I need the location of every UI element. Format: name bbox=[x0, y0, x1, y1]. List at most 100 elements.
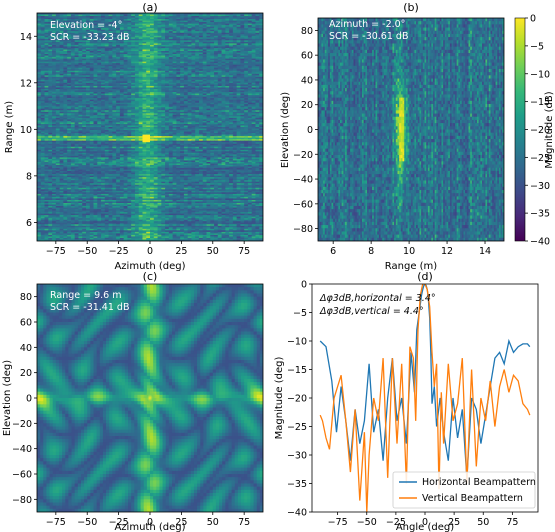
x-tick-label: 0 bbox=[422, 517, 428, 528]
panel-b-ticks: 6 8 10 12 14 −80 −60 −40 −20 0 20 40 60 80 bbox=[293, 26, 491, 257]
y-tick-label: 60 bbox=[301, 51, 313, 62]
panel-d-xlabel: Angle (deg) bbox=[396, 522, 454, 532]
y-tick-label: −30 bbox=[287, 451, 307, 462]
x-tick-label: −50 bbox=[357, 517, 377, 528]
x-tick-label: 0 bbox=[147, 246, 153, 257]
colorbar-tick-label: −25 bbox=[530, 153, 550, 164]
y-tick-label: −5 bbox=[293, 308, 307, 319]
panel-c-ylabel: Elevation (deg) bbox=[2, 360, 13, 436]
panel-a: (a) −75 −50 −25 0 25 50 75 6 8 10 12 14 Azimuth (de… bbox=[4, 1, 264, 272]
colorbar-tick-label: −15 bbox=[530, 97, 550, 108]
colorbar-tick-label: −5 bbox=[530, 41, 544, 52]
y-tick-label: 40 bbox=[20, 343, 32, 354]
panel-d-title: (d) bbox=[417, 270, 433, 283]
panel-a-ticks: −75 −50 −25 0 25 50 75 6 8 10 12 14 bbox=[20, 32, 250, 257]
x-tick-label: 12 bbox=[441, 246, 453, 257]
colorbar-tick-label: −35 bbox=[530, 209, 550, 220]
panel-b-ylabel: Elevation (deg) bbox=[280, 92, 291, 168]
x-tick-label: 14 bbox=[479, 246, 491, 257]
y-tick-label: 14 bbox=[20, 32, 32, 43]
panel-a-annotation-1: Elevation = -4° bbox=[50, 20, 122, 31]
y-tick-label: −35 bbox=[287, 479, 307, 490]
y-tick-label: 80 bbox=[301, 26, 313, 37]
panel-b-annotation-1: Azimuth = -2.0° bbox=[329, 19, 405, 30]
x-tick-label: −75 bbox=[328, 517, 348, 528]
panel-d: (d) −75 −50 −25 0 25 50 75 0 −5 −10 −15 −20 −25 −30 −3… bbox=[274, 270, 539, 532]
x-tick-label: 10 bbox=[403, 246, 415, 257]
x-tick-label: 50 bbox=[207, 517, 219, 528]
y-tick-label: −25 bbox=[287, 422, 307, 433]
colorbar-tick-label: 0 bbox=[530, 14, 536, 25]
panel-b: (b) 6 8 10 12 14 −80 −60 −40 −20 0 20 40 60 80 Range … bbox=[280, 1, 555, 272]
legend-horizontal-label: Horizontal Beampattern bbox=[422, 477, 536, 488]
y-tick-label: 6 bbox=[26, 218, 32, 229]
panel-d-ylabel: Magnitude (deg) bbox=[274, 357, 285, 440]
y-tick-label: −60 bbox=[12, 470, 32, 481]
x-tick-label: 8 bbox=[368, 246, 374, 257]
panel-c-xlabel: Azimuth (deg) bbox=[114, 522, 185, 532]
colorbar-tick-label: −10 bbox=[530, 69, 550, 80]
y-tick-label: −20 bbox=[287, 394, 307, 405]
y-tick-label: 0 bbox=[301, 280, 307, 291]
panel-c-heatmap bbox=[37, 284, 263, 512]
x-tick-label: 75 bbox=[238, 517, 250, 528]
x-tick-label: 25 bbox=[448, 517, 460, 528]
y-tick-label: −40 bbox=[293, 175, 313, 186]
y-tick-label: −80 bbox=[293, 224, 313, 235]
x-tick-label: 75 bbox=[238, 246, 250, 257]
series-vertical-line bbox=[319, 284, 531, 512]
y-tick-label: 10 bbox=[20, 125, 32, 136]
y-tick-label: −40 bbox=[12, 444, 32, 455]
x-tick-label: −25 bbox=[109, 246, 129, 257]
panel-c-ticks: −75 −50 −25 0 25 50 75 −80 −60 −40 −20 0 20 40 60 80 bbox=[12, 292, 250, 528]
panel-c: (c) −75 −50 −25 0 25 50 75 −80 −60 −40 −20 0 20 40 60 8… bbox=[2, 270, 264, 532]
colorbar-tick-label: −30 bbox=[530, 181, 550, 192]
colorbar bbox=[514, 17, 526, 242]
x-tick-label: −50 bbox=[77, 246, 97, 257]
x-tick-label: −25 bbox=[386, 517, 406, 528]
legend: Horizontal Beampattern Vertical Beampatt… bbox=[392, 471, 536, 509]
y-tick-label: 20 bbox=[301, 100, 313, 111]
x-tick-label: 25 bbox=[175, 246, 187, 257]
legend-vertical-label: Vertical Beampattern bbox=[422, 493, 523, 504]
y-tick-label: −60 bbox=[293, 199, 313, 210]
panel-b-xlabel: Range (m) bbox=[385, 261, 438, 272]
colorbar-tick-label: −20 bbox=[530, 125, 550, 136]
panel-a-ylabel: Range (m) bbox=[4, 101, 15, 154]
y-tick-label: 60 bbox=[20, 318, 32, 329]
y-tick-label: 0 bbox=[26, 394, 32, 405]
panel-d-annotation-1: Δφ3dB,horizontal = 3.4° bbox=[319, 293, 436, 304]
y-tick-label: 12 bbox=[20, 78, 32, 89]
x-tick-label: 25 bbox=[175, 517, 187, 528]
x-tick-label: 0 bbox=[147, 517, 153, 528]
x-tick-label: 50 bbox=[477, 517, 489, 528]
x-tick-label: 6 bbox=[330, 246, 336, 257]
y-tick-label: 80 bbox=[20, 292, 32, 303]
panel-b-title: (b) bbox=[403, 1, 419, 14]
x-tick-label: −25 bbox=[109, 517, 129, 528]
y-tick-label: −10 bbox=[287, 337, 307, 348]
y-tick-label: −15 bbox=[287, 365, 307, 376]
panel-b-annotation-2: SCR = -30.61 dB bbox=[329, 31, 408, 42]
y-tick-label: −20 bbox=[12, 419, 32, 430]
colorbar-tick-label: −40 bbox=[530, 237, 550, 248]
panel-a-heatmap bbox=[37, 13, 263, 241]
x-tick-label: −75 bbox=[46, 517, 66, 528]
x-tick-label: −50 bbox=[77, 517, 97, 528]
colorbar-label: Magnitude (dB) bbox=[544, 91, 555, 168]
panel-d-ticks: −75 −50 −25 0 25 50 75 0 −5 −10 −15 −20 −25 −30 −35 −40 bbox=[287, 280, 518, 529]
y-tick-label: 0 bbox=[307, 125, 313, 136]
panel-a-xlabel: Azimuth (deg) bbox=[114, 261, 185, 272]
y-tick-label: −80 bbox=[12, 495, 32, 506]
x-tick-label: 75 bbox=[506, 517, 518, 528]
y-tick-label: −20 bbox=[293, 150, 313, 161]
y-tick-label: 20 bbox=[20, 368, 32, 379]
legend-box bbox=[392, 471, 536, 509]
panel-c-annotation-1: Range = 9.6 m bbox=[50, 290, 122, 301]
panel-a-title: (a) bbox=[142, 1, 157, 14]
x-tick-label: 50 bbox=[207, 246, 219, 257]
y-tick-label: −40 bbox=[287, 508, 307, 519]
panel-d-lines bbox=[319, 284, 531, 512]
y-tick-label: 40 bbox=[301, 75, 313, 86]
